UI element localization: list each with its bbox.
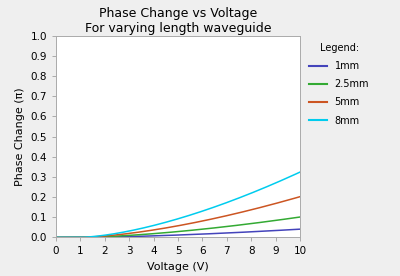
2.5mm — [246, 222, 250, 225]
2.5mm — [172, 230, 177, 233]
X-axis label: Voltage (V): Voltage (V) — [147, 262, 209, 272]
1mm — [290, 228, 295, 231]
8mm — [172, 218, 177, 221]
2.5mm — [290, 216, 295, 220]
8mm — [54, 236, 58, 239]
8mm — [290, 174, 295, 177]
5mm — [246, 209, 250, 212]
Legend: 1mm, 2.5mm, 5mm, 8mm: 1mm, 2.5mm, 5mm, 8mm — [307, 41, 371, 128]
2.5mm — [166, 231, 170, 234]
2.5mm — [298, 215, 302, 219]
5mm — [54, 236, 58, 239]
5mm — [172, 225, 177, 228]
8mm — [290, 174, 295, 177]
5mm — [290, 197, 295, 200]
1mm — [54, 236, 58, 239]
1mm — [246, 230, 250, 233]
8mm — [166, 220, 170, 223]
2.5mm — [54, 236, 58, 239]
2.5mm — [66, 236, 71, 239]
Line: 1mm: 1mm — [56, 229, 300, 237]
5mm — [166, 226, 170, 229]
Line: 2.5mm: 2.5mm — [56, 217, 300, 237]
8mm — [298, 171, 302, 174]
1mm — [172, 233, 177, 237]
8mm — [66, 236, 71, 239]
5mm — [66, 236, 71, 239]
1mm — [298, 227, 302, 231]
1mm — [66, 236, 71, 239]
8mm — [246, 193, 250, 196]
1mm — [290, 228, 295, 231]
1mm — [166, 234, 170, 237]
5mm — [298, 195, 302, 198]
Y-axis label: Phase Change (π): Phase Change (π) — [15, 87, 25, 186]
Line: 5mm: 5mm — [56, 197, 300, 237]
5mm — [290, 197, 295, 200]
Title: Phase Change vs Voltage
For varying length waveguide: Phase Change vs Voltage For varying leng… — [85, 7, 271, 35]
Line: 8mm: 8mm — [56, 172, 300, 237]
2.5mm — [290, 216, 295, 220]
